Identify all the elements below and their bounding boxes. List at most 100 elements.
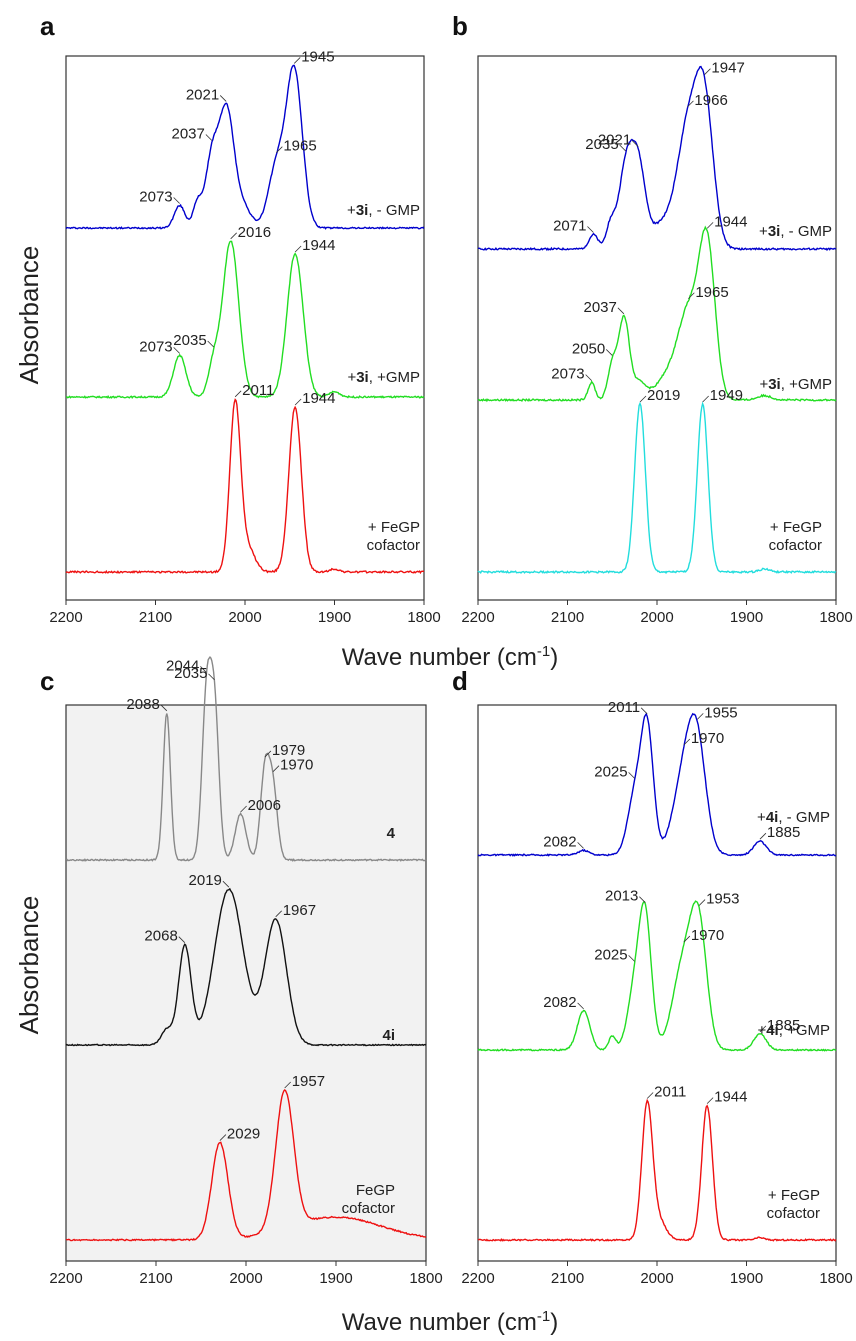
x-axis-label-top: Wave number (cm-1) xyxy=(342,643,559,671)
peak-leader xyxy=(275,910,282,918)
spectrum-line xyxy=(477,1098,837,1242)
peak-leader xyxy=(698,899,706,906)
spectrum-line xyxy=(66,240,425,400)
peak-label: 2037 xyxy=(172,125,205,142)
y-axis-label-top: Absorbance xyxy=(14,246,44,385)
peak-leader xyxy=(577,1002,584,1010)
panel-label-b: b xyxy=(452,11,468,41)
peak-label: 2050 xyxy=(572,340,605,357)
peak-label: 2088 xyxy=(126,696,159,713)
peak-leader xyxy=(605,349,613,356)
plot-background xyxy=(66,705,426,1261)
peak-leader xyxy=(587,226,594,233)
peak-label: 2011 xyxy=(242,382,274,399)
peak-label: 2011 xyxy=(608,699,640,716)
peak-leader xyxy=(208,673,215,681)
peak-label: 2021 xyxy=(186,86,219,103)
peak-leader xyxy=(640,707,648,715)
peak-label: 2025 xyxy=(594,946,627,963)
peak-leader xyxy=(293,57,301,64)
peak-leader xyxy=(759,1025,767,1033)
peak-label: 1970 xyxy=(691,730,724,747)
peak-leader xyxy=(205,134,213,141)
series-label: + FeGP xyxy=(770,519,822,536)
peak-label: 1945 xyxy=(301,48,334,65)
peak-label: 1947 xyxy=(711,60,744,77)
peak-leader xyxy=(619,144,626,152)
x-tick-label: 2200 xyxy=(461,1270,494,1287)
peak-label: 2037 xyxy=(584,299,617,316)
plot-frame xyxy=(477,704,837,1262)
peak-leader xyxy=(706,222,714,229)
peak-label: 2082 xyxy=(543,994,576,1011)
peak-label: 1967 xyxy=(283,902,316,919)
peak-label: 2035 xyxy=(174,665,207,682)
peak-leader xyxy=(219,95,227,102)
x-tick-label: 1800 xyxy=(407,609,440,626)
spectrum-line xyxy=(477,225,837,403)
series-label: FeGP xyxy=(356,1182,395,1199)
peak-leader xyxy=(683,935,691,943)
peak-leader xyxy=(688,292,695,300)
peak-leader xyxy=(628,772,635,779)
peak-leader xyxy=(240,805,247,813)
peak-label: 1966 xyxy=(694,92,727,109)
series-label: + FeGP xyxy=(768,1187,820,1204)
peak-label: 2013 xyxy=(605,888,638,905)
peak-leader xyxy=(639,896,646,903)
peak-leader xyxy=(631,140,639,147)
panel-label-a: a xyxy=(40,11,55,41)
peak-label: 2019 xyxy=(189,872,222,889)
x-tick-label: 2000 xyxy=(640,609,673,626)
series-label: cofactor xyxy=(342,1200,395,1217)
peak-label: 2082 xyxy=(543,833,576,850)
x-tick-label: 1800 xyxy=(819,1270,852,1287)
x-tick-label: 2000 xyxy=(228,609,261,626)
peak-leader xyxy=(617,307,625,315)
series-label: cofactor xyxy=(367,537,420,554)
spectrum-line xyxy=(65,64,425,230)
peak-label: 1955 xyxy=(704,704,737,721)
peak-label: 2035 xyxy=(585,136,618,153)
peak-leader xyxy=(207,340,214,348)
x-tick-label: 1900 xyxy=(319,1270,352,1287)
peak-label: 2044 xyxy=(166,657,199,674)
peak-leader xyxy=(234,390,242,398)
series-label: cofactor xyxy=(767,1205,820,1222)
peak-label: 2021 xyxy=(598,132,631,149)
x-tick-label: 1900 xyxy=(730,1270,763,1287)
series-label: 4i xyxy=(382,1027,395,1044)
peak-leader xyxy=(639,395,647,403)
spectrum-line xyxy=(65,1089,427,1242)
panel-label-c: c xyxy=(40,666,54,696)
peak-label: 2006 xyxy=(248,797,281,814)
peak-leader xyxy=(294,245,302,253)
series-label: +3i, - GMP xyxy=(347,202,420,219)
peak-label: 1979 xyxy=(272,742,305,759)
peak-label: 1885 xyxy=(767,1017,800,1034)
peak-leader xyxy=(264,750,272,758)
peak-leader xyxy=(160,704,168,712)
peak-label: 1944 xyxy=(714,213,747,230)
x-axis-label-bottom: Wave number (cm-1) xyxy=(342,1308,559,1336)
peak-leader xyxy=(230,232,237,240)
peak-label: 2019 xyxy=(647,387,680,404)
peak-label: 2068 xyxy=(144,928,177,945)
spectrum-line xyxy=(477,712,837,857)
panel-a: 2200 2100 2000 1900 1800 2073 2037 2021 1965 1945… xyxy=(49,48,440,626)
panel-d: 2200 2100 2000 1900 1800 2082 2025 2011 1970 1955… xyxy=(461,699,852,1287)
peak-label: 2011 xyxy=(654,1083,686,1100)
peak-leader xyxy=(272,765,280,772)
peak-label: 1965 xyxy=(695,284,728,301)
peak-leader xyxy=(585,374,592,381)
spectrum-line xyxy=(477,900,837,1052)
x-tick-label: 1800 xyxy=(819,609,852,626)
series-label: + FeGP xyxy=(368,519,420,536)
peak-label: 2071 xyxy=(553,217,586,234)
peak-leader xyxy=(696,713,704,720)
panel-label-d: d xyxy=(452,666,468,696)
x-tick-label: 2100 xyxy=(139,1270,172,1287)
series-label: +3i, +GMP xyxy=(347,369,420,386)
